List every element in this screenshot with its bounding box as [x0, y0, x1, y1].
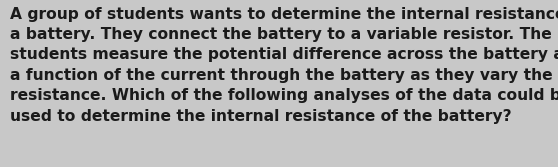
Text: A group of students wants to determine the internal resistance of
a battery. The: A group of students wants to determine t…: [10, 7, 558, 124]
